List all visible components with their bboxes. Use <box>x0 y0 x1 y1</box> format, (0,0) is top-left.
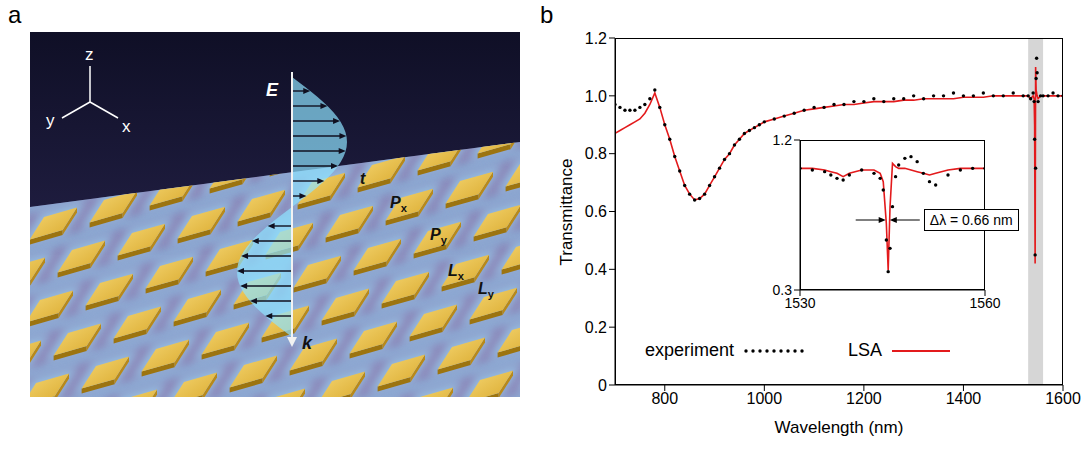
svg-text:Py: Py <box>430 226 448 246</box>
html-text:a: a <box>8 1 22 28</box>
svg-text:0.3: 0.3 <box>773 282 793 298</box>
svg-text:1530: 1530 <box>784 294 816 311</box>
svg-text:1.0: 1.0 <box>585 88 607 105</box>
svg-text:0.8: 0.8 <box>585 145 607 162</box>
svg-text:1.2: 1.2 <box>773 132 793 148</box>
svg-text:Ly: Ly <box>478 280 495 300</box>
html-text:experiment: experiment <box>645 340 734 360</box>
html-text:Wavelength (nm): Wavelength (nm) <box>774 418 904 437</box>
svg-text:0: 0 <box>598 377 607 394</box>
svg-text:800: 800 <box>651 390 678 407</box>
svg-text:0.2: 0.2 <box>585 319 607 336</box>
svg-text:1400: 1400 <box>946 390 982 407</box>
svg-text:t: t <box>360 170 366 187</box>
svg-text:x: x <box>122 117 131 136</box>
svg-text:0.4: 0.4 <box>585 261 607 278</box>
html-text:Δλ = 0.66 nm: Δλ = 0.66 nm <box>929 212 1013 228</box>
html-text:LSA: LSA <box>848 340 883 360</box>
svg-text:1200: 1200 <box>846 390 882 407</box>
svg-text:y: y <box>46 111 55 130</box>
svg-text:1560: 1560 <box>969 295 1000 311</box>
html-text:Transmittance: Transmittance <box>557 158 576 265</box>
svg-text:1600: 1600 <box>1045 390 1081 407</box>
svg-text:Px: Px <box>390 194 408 214</box>
svg-text:k: k <box>302 333 313 353</box>
svg-text:z: z <box>85 45 94 64</box>
svg-text:1000: 1000 <box>747 390 783 407</box>
svg-text:Lx: Lx <box>448 262 465 282</box>
svg-text:1.2: 1.2 <box>585 30 607 47</box>
html-text:b: b <box>540 1 554 28</box>
svg-text:E: E <box>266 80 279 100</box>
svg-text:0.6: 0.6 <box>585 203 607 220</box>
